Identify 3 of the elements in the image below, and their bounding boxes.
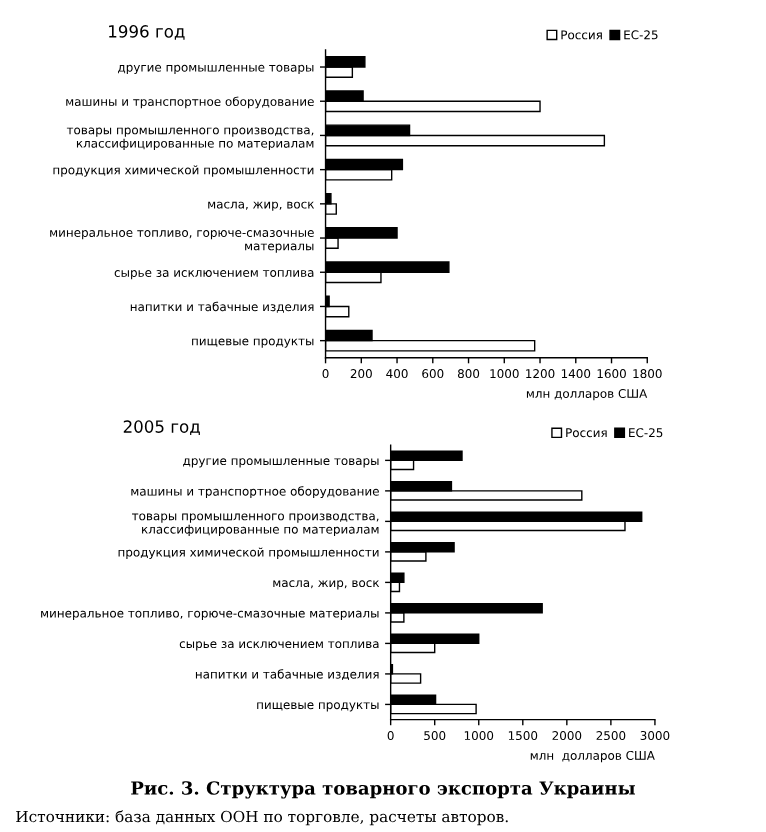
text: Рис. 3. Структура товарного экспорта Украины — [131, 781, 635, 799]
text: 1996 год — [109, 25, 185, 40]
text: 2005 год — [123, 420, 200, 435]
